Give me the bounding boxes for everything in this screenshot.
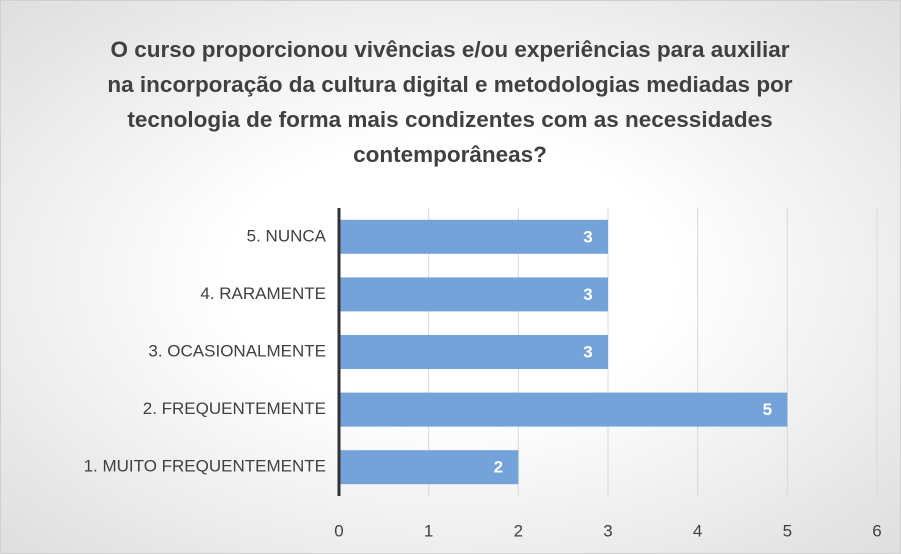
data-label: 3 (583, 285, 592, 304)
x-tick-label: 2 (514, 521, 523, 540)
y-tick-label: 2. FREQUENTEMENTE (143, 399, 326, 418)
bar (339, 335, 608, 369)
x-tick-label: 1 (424, 521, 433, 540)
x-tick-label: 3 (603, 521, 612, 540)
bar (339, 392, 788, 427)
chart-title: O curso proporcionou vivências e/ou expe… (107, 37, 793, 167)
bar (339, 450, 519, 485)
y-tick-label: 4. RARAMENTE (200, 284, 326, 303)
x-tick-label: 4 (693, 521, 702, 540)
bar (339, 277, 608, 312)
y-tick-label: 1. MUITO FREQUENTEMENTE (84, 457, 326, 476)
data-label: 2 (494, 458, 503, 477)
bar (339, 219, 608, 254)
y-tick-label: 3. OCASIONALMENTE (148, 341, 326, 360)
y-tick-label: 5. NUNCA (247, 226, 327, 245)
data-label: 5 (763, 400, 772, 419)
x-tick-label: 5 (783, 521, 792, 540)
data-label: 3 (583, 227, 592, 246)
x-tick-label: 0 (334, 521, 343, 540)
data-label: 3 (583, 342, 592, 361)
x-tick-label: 6 (872, 521, 881, 540)
